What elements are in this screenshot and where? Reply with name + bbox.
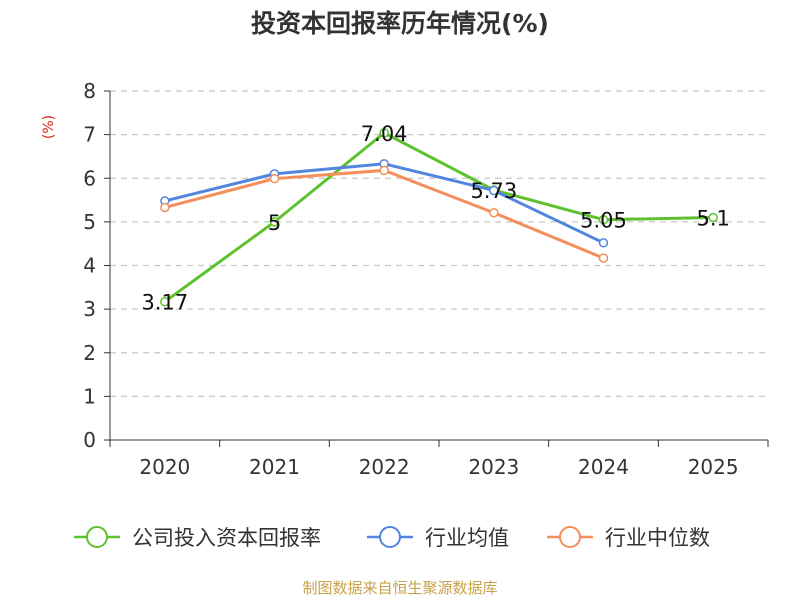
x-tick-label: 2020 bbox=[139, 455, 190, 479]
data-label: 5.1 bbox=[696, 207, 729, 231]
y-tick-label: 7 bbox=[83, 123, 96, 147]
data-point bbox=[489, 185, 499, 196]
y-tick-label: 5 bbox=[83, 210, 96, 234]
x-tick-label: 2021 bbox=[249, 455, 300, 479]
legend-swatch-marker bbox=[379, 526, 401, 548]
legend-label: 公司投入资本回报率 bbox=[132, 526, 321, 550]
series-lines bbox=[163, 131, 714, 303]
data-point bbox=[489, 207, 499, 218]
data-point bbox=[598, 214, 609, 225]
y-tick-label: 3 bbox=[83, 297, 96, 321]
axes: 0 1 2 3 4 5 6 7 8 2020 2021 2022 2023 2024 2025 bbox=[83, 79, 769, 479]
y-tick-label: 1 bbox=[83, 384, 96, 408]
data-label: 5.05 bbox=[580, 209, 627, 233]
y-tick-label: 8 bbox=[83, 79, 96, 103]
data-point bbox=[598, 238, 609, 248]
legend-label: 行业均值 bbox=[425, 526, 509, 550]
data-labels: 3.17 5 7.04 5.73 5.05 5.1 bbox=[141, 122, 729, 315]
chart-title: 投资本回报率历年情况(%) bbox=[251, 9, 549, 38]
legend-swatch-marker bbox=[86, 526, 108, 548]
data-point bbox=[379, 128, 389, 138]
y-axis-label-group: (%) bbox=[41, 115, 57, 139]
data-label: 7.04 bbox=[361, 122, 408, 146]
data-label: 5 bbox=[268, 211, 281, 235]
y-tick-label: 6 bbox=[83, 166, 96, 190]
legend-label: 行业中位数 bbox=[605, 526, 710, 550]
y-axis-label: (%) bbox=[41, 115, 57, 139]
x-tick-label: 2023 bbox=[468, 455, 519, 479]
data-label: 5.73 bbox=[470, 179, 517, 203]
y-tick-label: 0 bbox=[83, 428, 96, 452]
source-footer: 制图数据来自恒生聚源数据库 bbox=[302, 579, 498, 597]
legend: 公司投入资本回报率 行业均值 行业中位数 bbox=[74, 526, 710, 550]
series-line bbox=[163, 131, 714, 303]
data-point bbox=[598, 253, 609, 263]
y-tick-label: 4 bbox=[83, 254, 96, 278]
gridlines bbox=[110, 90, 768, 397]
y-tick-label: 2 bbox=[83, 341, 96, 365]
data-point bbox=[269, 173, 280, 184]
series-points bbox=[160, 128, 718, 307]
x-tick-label: 2025 bbox=[688, 455, 739, 479]
data-point bbox=[269, 217, 280, 227]
data-point bbox=[160, 202, 170, 213]
data-point bbox=[708, 212, 718, 223]
legend-swatch-marker bbox=[559, 526, 581, 548]
x-tick-label: 2024 bbox=[578, 455, 629, 479]
data-point bbox=[379, 165, 389, 176]
x-tick-label: 2022 bbox=[359, 455, 410, 479]
data-label: 3.17 bbox=[141, 291, 188, 315]
data-point bbox=[160, 296, 170, 307]
